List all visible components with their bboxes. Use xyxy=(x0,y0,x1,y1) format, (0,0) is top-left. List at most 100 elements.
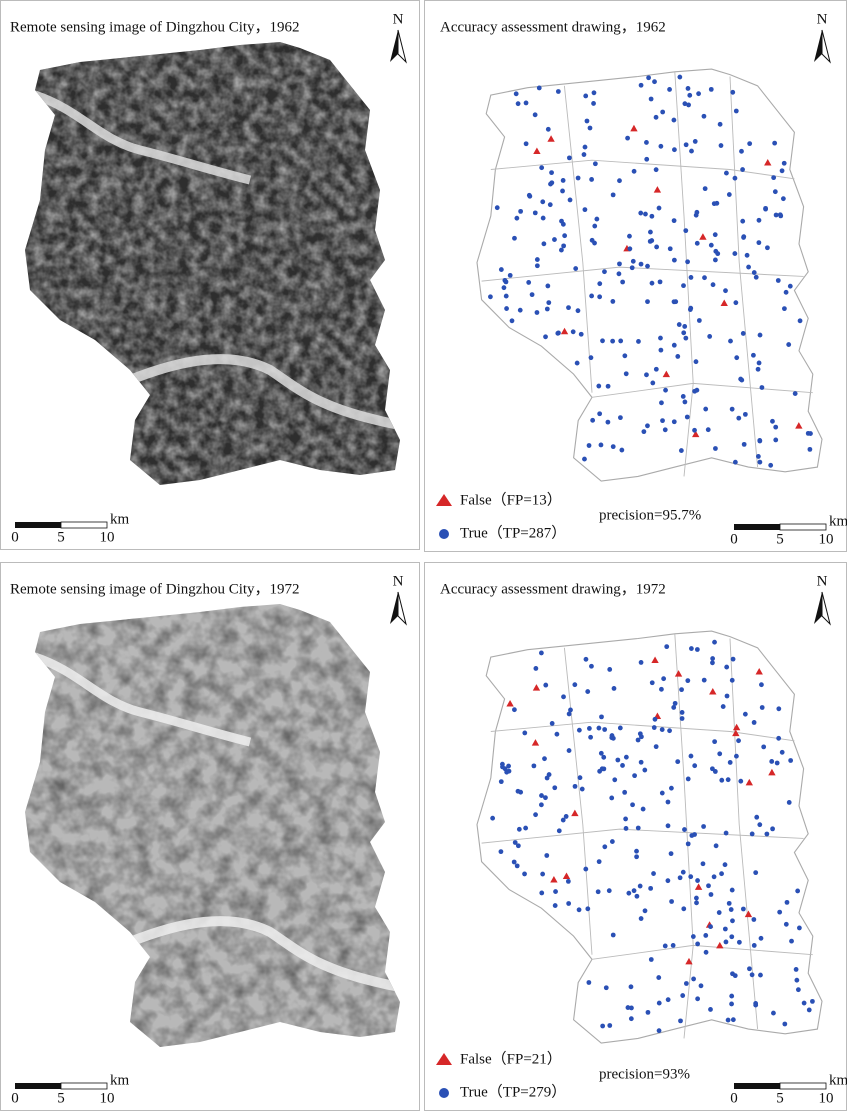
true-point xyxy=(751,917,756,922)
true-point xyxy=(796,987,801,992)
true-point xyxy=(738,779,743,784)
true-point xyxy=(714,843,719,848)
true-point xyxy=(539,165,544,170)
true-point xyxy=(794,978,799,983)
true-point xyxy=(782,306,787,311)
true-point xyxy=(522,871,527,876)
true-point xyxy=(773,425,778,430)
true-point xyxy=(630,802,635,807)
true-point xyxy=(654,245,659,250)
true-point xyxy=(707,334,712,339)
true-point xyxy=(786,342,791,347)
true-point xyxy=(617,271,622,276)
true-point xyxy=(591,101,596,106)
true-point xyxy=(587,726,592,731)
true-point xyxy=(567,155,572,160)
true-point xyxy=(733,176,738,181)
true-point xyxy=(721,704,726,709)
true-point xyxy=(742,442,747,447)
true-point xyxy=(524,100,529,105)
true-point xyxy=(711,282,716,287)
true-point xyxy=(545,776,550,781)
true-point xyxy=(617,261,622,266)
true-point xyxy=(693,139,698,144)
true-point xyxy=(756,367,761,372)
true-point xyxy=(649,957,654,962)
panel-title: Remote sensing image of Dingzhou City，19… xyxy=(10,581,300,597)
true-point xyxy=(737,940,742,945)
true-point xyxy=(695,878,700,883)
true-point xyxy=(787,800,792,805)
true-point xyxy=(765,245,770,250)
true-point xyxy=(684,981,689,986)
scale-bar xyxy=(780,1083,826,1089)
true-point xyxy=(728,760,733,765)
true-point xyxy=(600,1024,605,1029)
true-point xyxy=(654,167,659,172)
true-point xyxy=(736,416,741,421)
true-point xyxy=(732,251,737,256)
true-point xyxy=(610,839,615,844)
true-point xyxy=(733,300,738,305)
panel-title: Accuracy assessment drawing，1972 xyxy=(440,581,666,597)
true-point xyxy=(624,826,629,831)
north-arrow xyxy=(814,30,822,62)
true-point xyxy=(645,264,650,269)
true-point xyxy=(533,112,538,117)
true-point xyxy=(564,814,569,819)
true-point xyxy=(694,359,699,364)
true-point xyxy=(731,657,736,662)
true-point xyxy=(694,896,699,901)
true-point xyxy=(706,883,711,888)
true-point xyxy=(686,777,691,782)
true-point xyxy=(682,101,687,106)
true-point xyxy=(615,758,620,763)
true-point xyxy=(739,378,744,383)
legend-false-label: False（FP=13） xyxy=(460,491,562,508)
north-label: N xyxy=(393,573,404,589)
true-point xyxy=(604,985,609,990)
true-point xyxy=(730,407,735,412)
true-point xyxy=(686,86,691,91)
true-point xyxy=(704,950,709,955)
true-point xyxy=(757,361,762,366)
true-point xyxy=(772,141,777,146)
true-point xyxy=(639,760,644,765)
scale-bar xyxy=(780,524,826,530)
true-point xyxy=(723,927,728,932)
true-point xyxy=(797,925,802,930)
true-point xyxy=(658,144,663,149)
true-point xyxy=(660,727,665,732)
true-point xyxy=(770,419,775,424)
true-point xyxy=(545,283,550,288)
true-point xyxy=(513,840,518,845)
true-point xyxy=(592,224,597,229)
true-point xyxy=(612,686,617,691)
true-point xyxy=(695,241,700,246)
true-point xyxy=(585,906,590,911)
true-point xyxy=(734,109,739,114)
true-point xyxy=(669,899,674,904)
true-point xyxy=(590,418,595,423)
true-point xyxy=(753,870,758,875)
scale-bar xyxy=(734,524,780,530)
true-point xyxy=(807,447,812,452)
true-point xyxy=(708,1007,713,1012)
true-point xyxy=(543,683,548,688)
true-point xyxy=(650,680,655,685)
true-point xyxy=(681,394,686,399)
true-point xyxy=(610,733,615,738)
true-point xyxy=(743,712,748,717)
true-point xyxy=(759,936,764,941)
scale-unit: km xyxy=(829,513,847,529)
true-point xyxy=(515,863,520,868)
scale-label: 5 xyxy=(776,1090,784,1106)
true-point xyxy=(724,940,729,945)
true-point xyxy=(760,705,765,710)
true-point xyxy=(808,431,813,436)
true-point xyxy=(659,348,664,353)
true-point xyxy=(632,888,637,893)
true-point xyxy=(611,192,616,197)
true-point xyxy=(652,725,657,730)
true-point xyxy=(689,754,694,759)
